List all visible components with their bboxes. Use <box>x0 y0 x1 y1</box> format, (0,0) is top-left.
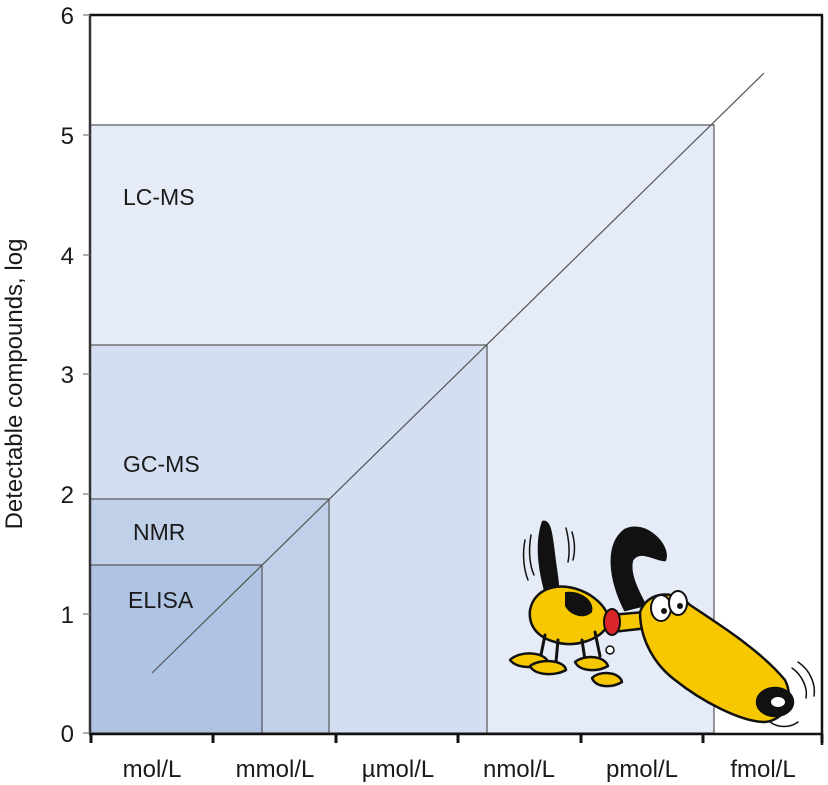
svg-text:pmol/L: pmol/L <box>606 756 678 783</box>
dog-illustration-icon <box>508 520 816 728</box>
svg-text:nmol/L: nmol/L <box>483 756 555 783</box>
svg-text:fmol/L: fmol/L <box>730 756 795 783</box>
svg-text:6: 6 <box>61 3 74 30</box>
label-gcms: GC-MS <box>123 451 200 477</box>
svg-text:5: 5 <box>61 123 74 150</box>
svg-text:µmol/L: µmol/L <box>362 756 435 783</box>
svg-text:1: 1 <box>61 602 74 629</box>
svg-text:mmol/L: mmol/L <box>236 756 315 783</box>
x-ticks <box>89 734 824 743</box>
trend-line <box>151 72 765 674</box>
label-nmr: NMR <box>133 519 185 545</box>
y-tick-labels: 6 5 4 3 2 1 0 <box>61 3 74 748</box>
svg-text:0: 0 <box>61 721 74 748</box>
dog-collar <box>603 608 621 636</box>
svg-text:4: 4 <box>61 243 74 270</box>
label-elisa: ELISA <box>128 587 194 613</box>
svg-text:2: 2 <box>61 482 74 509</box>
y-ticks <box>83 14 90 734</box>
svg-text:mol/L: mol/L <box>123 756 182 783</box>
label-lcms: LC-MS <box>123 184 195 210</box>
svg-text:3: 3 <box>61 362 74 389</box>
x-tick-labels: mol/L mmol/L µmol/L nmol/L pmol/L fmol/L <box>123 756 796 783</box>
y-axis-title: Detectable compounds, log <box>1 239 28 530</box>
